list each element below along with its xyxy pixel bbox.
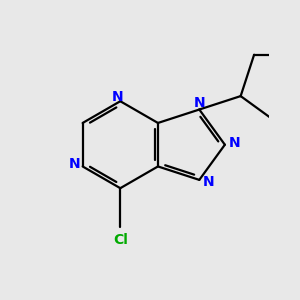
Text: N: N — [202, 175, 214, 189]
Text: N: N — [69, 157, 80, 171]
Text: N: N — [229, 136, 240, 150]
Text: N: N — [112, 90, 124, 104]
Text: N: N — [194, 96, 206, 110]
Text: Cl: Cl — [113, 233, 128, 248]
